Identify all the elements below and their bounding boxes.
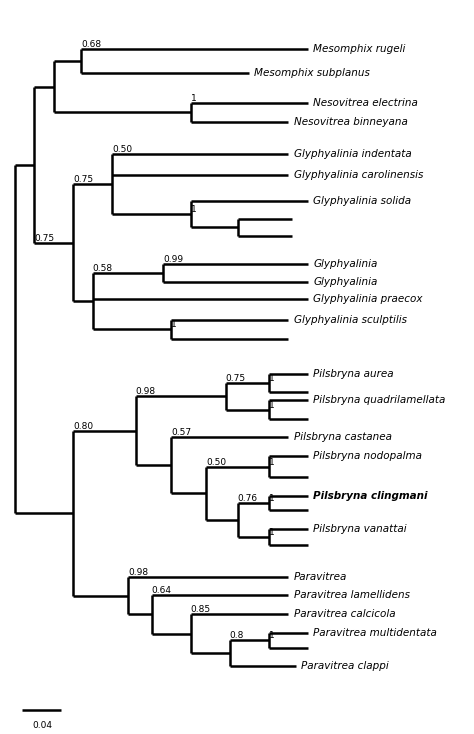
Text: 0.75: 0.75 (226, 374, 246, 383)
Text: Glyphyalinia carolinensis: Glyphyalinia carolinensis (293, 170, 423, 181)
Text: Pilsbryna quadrilamellata: Pilsbryna quadrilamellata (313, 396, 446, 405)
Text: Mesomphix rugeli: Mesomphix rugeli (313, 45, 406, 54)
Text: 0.04: 0.04 (32, 722, 52, 730)
Text: 0.98: 0.98 (136, 388, 156, 396)
Text: 1: 1 (269, 631, 274, 640)
Text: Pilsbryna vanattai: Pilsbryna vanattai (313, 524, 407, 534)
Text: 0.99: 0.99 (163, 255, 183, 264)
Text: Pilsbryna castanea: Pilsbryna castanea (293, 432, 392, 442)
Text: Paravitrea calcicola: Paravitrea calcicola (293, 609, 395, 619)
Text: 0.80: 0.80 (73, 422, 93, 431)
Text: 1: 1 (269, 494, 274, 503)
Text: Glyphyalinia: Glyphyalinia (313, 259, 377, 269)
Text: 0.50: 0.50 (112, 145, 133, 154)
Text: Pilsbryna nodopalma: Pilsbryna nodopalma (313, 451, 422, 462)
Text: Glyphyalinia: Glyphyalinia (313, 277, 377, 286)
Text: 1: 1 (269, 401, 274, 410)
Text: 0.8: 0.8 (230, 631, 244, 640)
Text: 0.85: 0.85 (191, 605, 211, 614)
Text: 1: 1 (171, 320, 177, 330)
Text: 0.68: 0.68 (81, 40, 101, 49)
Text: 1: 1 (269, 374, 274, 383)
Text: Glyphyalinia praecox: Glyphyalinia praecox (313, 294, 423, 304)
Text: Glyphyalinia solida: Glyphyalinia solida (313, 196, 411, 206)
Text: Glyphyalinia indentata: Glyphyalinia indentata (293, 150, 411, 159)
Text: 1: 1 (191, 94, 196, 103)
Text: Nesovitrea electrina: Nesovitrea electrina (313, 98, 418, 108)
Text: Pilsbryna aurea: Pilsbryna aurea (313, 368, 394, 379)
Text: 0.50: 0.50 (206, 458, 227, 467)
Text: Paravitrea lamellidens: Paravitrea lamellidens (293, 590, 410, 600)
Text: 0.75: 0.75 (73, 175, 93, 184)
Text: 1: 1 (269, 458, 274, 467)
Text: Paravitrea multidentata: Paravitrea multidentata (313, 628, 437, 638)
Text: 0.76: 0.76 (237, 494, 258, 503)
Text: Glyphyalinia sculptilis: Glyphyalinia sculptilis (293, 315, 407, 325)
Text: Nesovitrea binneyana: Nesovitrea binneyana (293, 117, 408, 127)
Text: 1: 1 (191, 206, 196, 214)
Text: 0.98: 0.98 (128, 567, 148, 577)
Text: Pilsbryna clingmani: Pilsbryna clingmani (313, 491, 428, 501)
Text: Paravitrea: Paravitrea (293, 572, 347, 581)
Text: 0.64: 0.64 (152, 586, 172, 595)
Text: 0.58: 0.58 (93, 264, 113, 273)
Text: Mesomphix subplanus: Mesomphix subplanus (255, 68, 370, 78)
Text: 0.57: 0.57 (171, 428, 191, 437)
Text: 0.75: 0.75 (34, 233, 54, 243)
Text: Paravitrea clappi: Paravitrea clappi (301, 661, 389, 672)
Text: 1: 1 (269, 528, 274, 537)
